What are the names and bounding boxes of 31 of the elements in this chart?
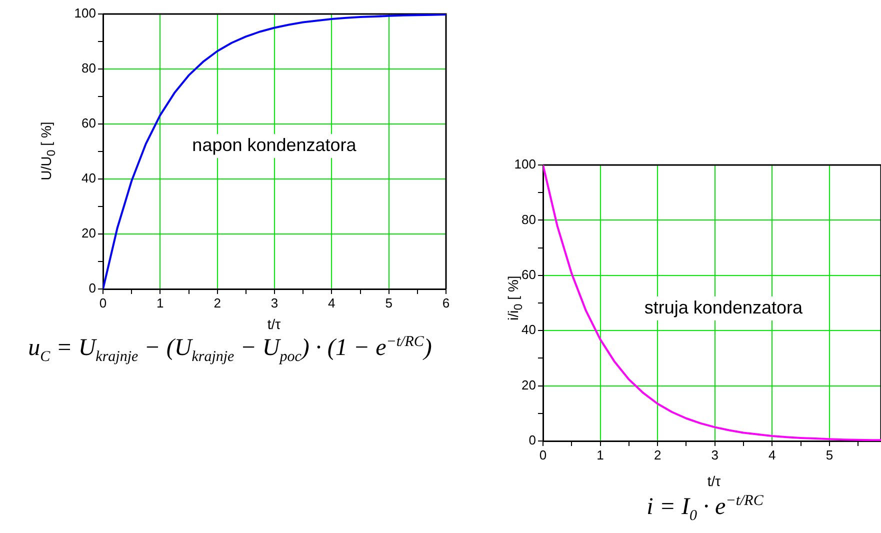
y-tick-label: 80: [82, 60, 96, 76]
text: u$_{C}$ = U$_{krajnje}$ − (U$_{krajnje}$ − U$_{poc}$) · (1 − e$^{−t/RC}$): [28, 334, 432, 365]
x-tick-label: 6: [442, 295, 450, 310]
text: struja kondenzatora: [644, 297, 804, 318]
x-tick-label: 3: [270, 295, 278, 310]
x-tick-label: 1: [156, 295, 164, 310]
y-tick-label: 80: [522, 212, 536, 227]
y-tick-label: 20: [82, 226, 96, 241]
x-tick-label: 4: [328, 295, 336, 310]
y-tick-label: 100: [74, 6, 96, 21]
text: i = I$_{0}$ · e$^{−t/RC}$: [646, 493, 764, 525]
x-tick-label: 4: [768, 447, 776, 462]
x-tick-label: 3: [711, 447, 718, 462]
y-tick-label: 60: [522, 266, 536, 282]
x-tick-label: 0: [99, 295, 107, 310]
y-tick-label: 20: [522, 377, 536, 392]
y-tick-label: 40: [522, 322, 536, 338]
x-tick-label: 5: [385, 295, 392, 310]
x-tick-label: 0: [539, 447, 547, 462]
text: napon kondenzatora: [192, 134, 358, 155]
x-tick-label: 5: [826, 447, 834, 462]
x-tick-label: 2: [214, 295, 221, 310]
y-tick-label: 60: [82, 116, 96, 131]
x-axis-title: t/τ: [267, 316, 281, 332]
y-tick-label: 0: [528, 432, 536, 448]
y-tick-label: 100: [514, 156, 536, 172]
x-axis-title: t/τ: [707, 473, 721, 489]
y-tick-label: 0: [88, 280, 96, 296]
x-tick-label: 2: [654, 447, 662, 462]
y-tick-label: 40: [82, 170, 96, 186]
x-tick-label: 1: [596, 447, 604, 462]
